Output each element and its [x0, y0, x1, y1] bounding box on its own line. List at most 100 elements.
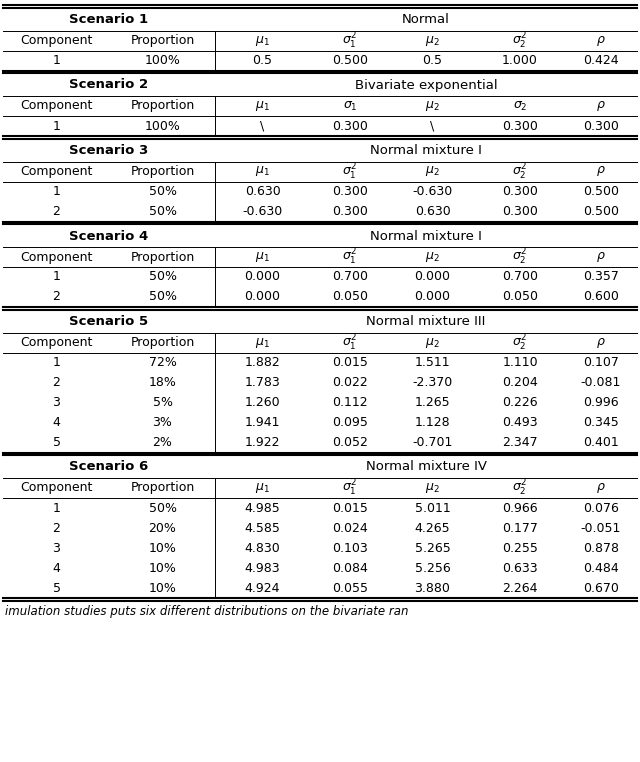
- Text: 0.357: 0.357: [583, 271, 619, 283]
- Text: 0.600: 0.600: [583, 290, 619, 303]
- Text: 0.024: 0.024: [332, 521, 368, 534]
- Text: $\sigma_1^2$: $\sigma_1^2$: [342, 478, 358, 498]
- Text: 4: 4: [52, 416, 60, 429]
- Text: 1.260: 1.260: [244, 396, 280, 409]
- Text: 1: 1: [52, 271, 60, 283]
- Text: 50%: 50%: [148, 185, 177, 198]
- Text: 0.052: 0.052: [332, 436, 368, 449]
- Text: 0.878: 0.878: [583, 542, 619, 555]
- Text: 50%: 50%: [148, 271, 177, 283]
- Text: Normal mixture I: Normal mixture I: [370, 144, 482, 157]
- Text: 0.015: 0.015: [332, 501, 368, 514]
- Text: 1.511: 1.511: [415, 356, 451, 369]
- Text: $\mu_1$: $\mu_1$: [255, 99, 270, 113]
- Text: 0.000: 0.000: [415, 290, 451, 303]
- Text: Component: Component: [20, 165, 93, 178]
- Text: 100%: 100%: [145, 120, 180, 133]
- Text: -0.051: -0.051: [581, 521, 621, 534]
- Text: 100%: 100%: [145, 54, 180, 67]
- Text: 5.256: 5.256: [415, 562, 451, 575]
- Text: 0.000: 0.000: [244, 271, 280, 283]
- Text: $\sigma_2^2$: $\sigma_2^2$: [513, 247, 527, 267]
- Text: 0.5: 0.5: [253, 54, 273, 67]
- Text: $\mu_1$: $\mu_1$: [255, 165, 270, 178]
- Text: 0.500: 0.500: [583, 205, 619, 218]
- Text: 0.177: 0.177: [502, 521, 538, 534]
- Text: 0.500: 0.500: [332, 54, 368, 67]
- Text: 0.630: 0.630: [244, 185, 280, 198]
- Text: 1.128: 1.128: [415, 416, 451, 429]
- Text: Component: Component: [20, 336, 93, 349]
- Text: 0.700: 0.700: [332, 271, 368, 283]
- Text: 0.300: 0.300: [502, 120, 538, 133]
- Text: 50%: 50%: [148, 205, 177, 218]
- Text: 0.500: 0.500: [583, 185, 619, 198]
- Text: 0.5: 0.5: [422, 54, 442, 67]
- Text: 5: 5: [52, 436, 61, 449]
- Text: 4.983: 4.983: [244, 562, 280, 575]
- Text: 2: 2: [52, 290, 60, 303]
- Text: $\mu_1$: $\mu_1$: [255, 34, 270, 47]
- Text: $\rho$: $\rho$: [596, 250, 606, 264]
- Text: 50%: 50%: [148, 501, 177, 514]
- Text: $\sigma_1^2$: $\sigma_1^2$: [342, 247, 358, 267]
- Text: Component: Component: [20, 34, 93, 47]
- Text: 1.941: 1.941: [244, 416, 280, 429]
- Text: 0.996: 0.996: [583, 396, 619, 409]
- Text: 10%: 10%: [148, 581, 177, 594]
- Text: 20%: 20%: [148, 521, 177, 534]
- Text: 0.401: 0.401: [583, 436, 619, 449]
- Text: 3%: 3%: [152, 416, 172, 429]
- Text: -0.081: -0.081: [581, 376, 621, 389]
- Text: $\sigma_1^2$: $\sigma_1^2$: [342, 332, 358, 353]
- Text: $\mu_2$: $\mu_2$: [425, 481, 440, 495]
- Text: 3: 3: [52, 542, 60, 555]
- Text: 4.985: 4.985: [244, 501, 280, 514]
- Text: 0.255: 0.255: [502, 542, 538, 555]
- Text: Scenario 1: Scenario 1: [69, 13, 148, 26]
- Text: $\sigma_1^2$: $\sigma_1^2$: [342, 30, 358, 50]
- Text: $\mu_2$: $\mu_2$: [425, 34, 440, 47]
- Text: 1.922: 1.922: [244, 436, 280, 449]
- Text: \: \: [430, 120, 435, 133]
- Text: 0.095: 0.095: [332, 416, 368, 429]
- Text: 1: 1: [52, 501, 60, 514]
- Text: $\sigma_1$: $\sigma_1$: [342, 100, 357, 113]
- Text: $\rho$: $\rho$: [596, 99, 606, 113]
- Text: Normal mixture III: Normal mixture III: [366, 315, 486, 328]
- Text: $\rho$: $\rho$: [596, 481, 606, 495]
- Text: 1.783: 1.783: [244, 376, 280, 389]
- Text: Proportion: Proportion: [131, 251, 195, 264]
- Text: 1.110: 1.110: [502, 356, 538, 369]
- Text: 0.300: 0.300: [332, 205, 368, 218]
- Text: Proportion: Proportion: [131, 100, 195, 113]
- Text: $\mu_1$: $\mu_1$: [255, 250, 270, 264]
- Text: 0.050: 0.050: [332, 290, 368, 303]
- Text: $\sigma_2^2$: $\sigma_2^2$: [513, 478, 527, 498]
- Text: 3: 3: [52, 396, 60, 409]
- Text: \: \: [260, 120, 264, 133]
- Text: $\mu_1$: $\mu_1$: [255, 481, 270, 495]
- Text: Proportion: Proportion: [131, 336, 195, 349]
- Text: 0.055: 0.055: [332, 581, 368, 594]
- Text: 4.830: 4.830: [244, 542, 280, 555]
- Text: $\sigma_2^2$: $\sigma_2^2$: [513, 162, 527, 181]
- Text: 1.000: 1.000: [502, 54, 538, 67]
- Text: Component: Component: [20, 251, 93, 264]
- Text: -0.701: -0.701: [412, 436, 452, 449]
- Text: Normal mixture IV: Normal mixture IV: [365, 460, 486, 473]
- Text: 0.226: 0.226: [502, 396, 538, 409]
- Text: Scenario 6: Scenario 6: [69, 460, 148, 473]
- Text: 5.011: 5.011: [415, 501, 451, 514]
- Text: Component: Component: [20, 482, 93, 495]
- Text: 0.300: 0.300: [332, 120, 368, 133]
- Text: 0.633: 0.633: [502, 562, 538, 575]
- Text: 4.265: 4.265: [415, 521, 451, 534]
- Text: $\mu_1$: $\mu_1$: [255, 335, 270, 350]
- Text: 0.300: 0.300: [583, 120, 619, 133]
- Text: 2: 2: [52, 205, 60, 218]
- Text: $\mu_2$: $\mu_2$: [425, 250, 440, 264]
- Text: 0.700: 0.700: [502, 271, 538, 283]
- Text: $\rho$: $\rho$: [596, 165, 606, 178]
- Text: 0.345: 0.345: [583, 416, 619, 429]
